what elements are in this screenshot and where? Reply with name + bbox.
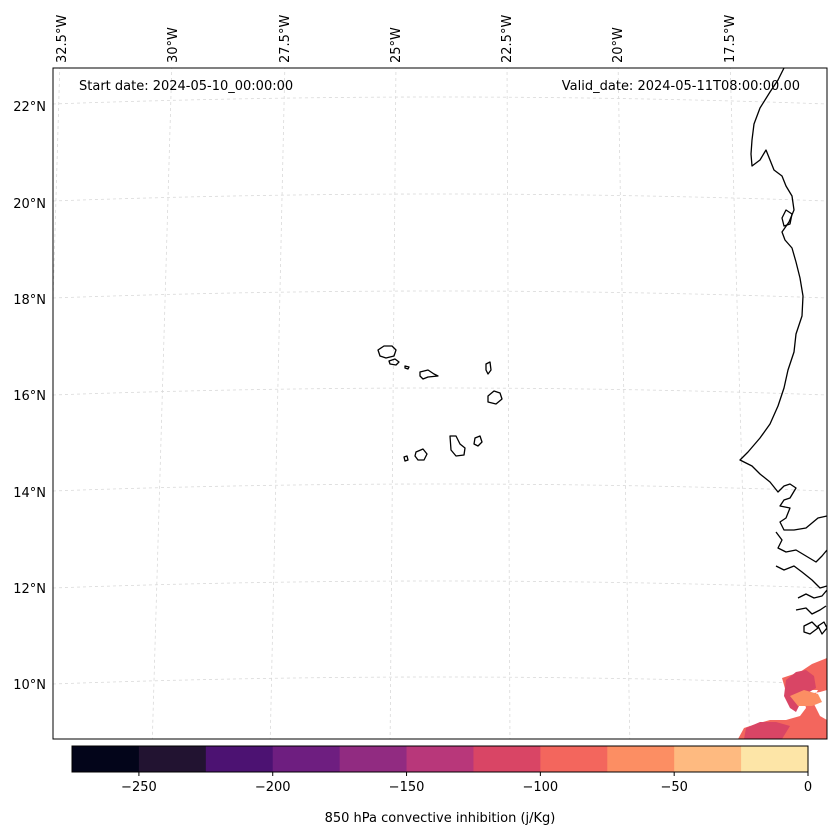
lon-label: 30°W [166,27,181,63]
lon-label: 25°W [389,27,404,63]
lon-label: 20°W [611,27,626,63]
lat-label: 10°N [13,678,46,693]
island-fogo [414,448,428,461]
colorbar-tick-label: −100 [523,780,559,795]
colorbar-swatch [674,746,742,772]
colorbar-swatch [339,746,408,772]
colorbar-swatch [138,746,207,772]
colorbar-swatch [72,746,140,772]
lat-label: 12°N [13,582,46,597]
lat-label: 14°N [13,486,46,501]
island-brava [403,455,409,462]
colorbar-tick-label: −200 [255,780,291,795]
colorbar-swatch [473,746,541,772]
island-sao-nicolau [419,369,439,380]
graticule-parallels [53,96,827,685]
island-maio [473,435,483,447]
lat-label: 22°N [13,100,46,115]
island-boa-vista [487,390,503,405]
colorbar-swatch [272,746,341,772]
map-area [53,68,827,739]
colorbar [72,746,809,772]
cin-patch-south [744,722,790,739]
lon-label: 27.5°W [278,15,293,63]
lon-label: 32.5°W [55,15,70,63]
latitude-labels: 22°N 20°N 18°N 16°N 14°N 12°N 10°N [13,100,46,693]
colorbar-tick-label: 0 [804,780,812,795]
longitude-labels: 32.5°W 30°W 27.5°W 25°W 22.5°W 20°W 17.5… [55,15,738,63]
cin-field [738,658,827,739]
valid-date-label: Valid_date: 2024-05-11T08:00:00.00 [562,79,800,94]
colorbar-swatch [406,746,475,772]
island-santa-luzia [404,365,410,370]
cabo-verde-islands [377,345,503,462]
lat-label: 16°N [13,389,46,404]
colorbar-tick-label: −250 [121,780,157,795]
cin-patch-core [784,670,816,712]
colorbar-tick-label: −50 [660,780,687,795]
cin-patch-light [790,690,822,706]
island-santo-antao [377,345,397,359]
colorbar-swatch [607,746,675,772]
start-date-label: Start date: 2024-05-10_00:00:00 [79,79,293,94]
colorbar-ticks: −250 −200 −150 −100 −50 0 [121,772,812,795]
colorbar-swatch [540,746,608,772]
african-coastline [739,68,827,635]
colorbar-frame [71,745,809,773]
graticule-meridians [53,68,751,739]
island-santiago [449,435,466,457]
lat-label: 20°N [13,197,46,212]
map-frame [52,67,828,740]
island-sal [485,361,492,375]
lat-label: 18°N [13,293,46,308]
colorbar-tick-label: −150 [389,780,425,795]
colorbar-swatch [741,746,809,772]
lon-label: 22.5°W [500,15,515,63]
colorbar-swatch [205,746,274,772]
lon-label: 17.5°W [723,15,738,63]
colorbar-label: 850 hPa convective inhibition (j/Kg) [325,811,556,826]
island-sao-vicente [388,358,400,366]
